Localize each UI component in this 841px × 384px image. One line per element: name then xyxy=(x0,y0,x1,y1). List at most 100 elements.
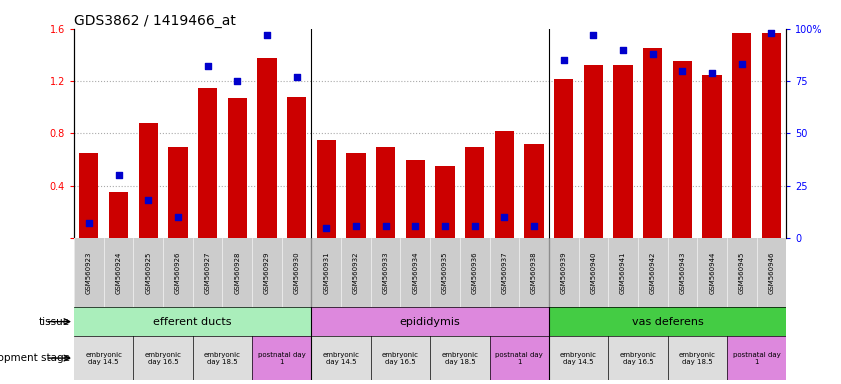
Bar xyxy=(460,238,489,307)
Point xyxy=(172,214,185,220)
Bar xyxy=(727,238,757,307)
Bar xyxy=(608,336,668,380)
Text: GSM560934: GSM560934 xyxy=(412,252,418,294)
Text: vas deferens: vas deferens xyxy=(632,316,703,327)
Bar xyxy=(134,336,193,380)
Text: GSM560940: GSM560940 xyxy=(590,252,596,294)
Text: GSM560935: GSM560935 xyxy=(442,252,448,294)
Text: postnatal day
1: postnatal day 1 xyxy=(258,352,305,364)
Bar xyxy=(74,307,311,336)
Text: GSM560932: GSM560932 xyxy=(353,252,359,294)
Point xyxy=(349,222,362,228)
Bar xyxy=(762,33,781,238)
Bar xyxy=(198,88,217,238)
Point xyxy=(438,222,452,228)
Bar xyxy=(702,74,722,238)
Text: GSM560936: GSM560936 xyxy=(472,251,478,294)
Bar xyxy=(287,97,306,238)
Point xyxy=(409,222,422,228)
Bar xyxy=(525,144,543,238)
Bar xyxy=(436,166,455,238)
Text: GSM560938: GSM560938 xyxy=(531,251,537,294)
Bar xyxy=(228,98,247,238)
Bar xyxy=(668,238,697,307)
Bar xyxy=(222,238,252,307)
Bar xyxy=(317,140,336,238)
Text: postnatal day
1: postnatal day 1 xyxy=(495,352,543,364)
Bar xyxy=(134,238,163,307)
Bar xyxy=(341,238,371,307)
Bar xyxy=(400,238,430,307)
Bar xyxy=(371,336,430,380)
Bar xyxy=(103,238,134,307)
Bar xyxy=(139,123,158,238)
Bar xyxy=(638,238,668,307)
Bar xyxy=(371,238,400,307)
Point xyxy=(498,214,511,220)
Point xyxy=(646,51,659,57)
Text: GSM560923: GSM560923 xyxy=(86,252,92,294)
Point xyxy=(320,225,333,231)
Bar xyxy=(108,192,128,238)
Text: embryonic
day 14.5: embryonic day 14.5 xyxy=(560,352,597,364)
Text: embryonic
day 18.5: embryonic day 18.5 xyxy=(679,352,716,364)
Point xyxy=(764,30,778,36)
Text: GSM560931: GSM560931 xyxy=(323,251,330,294)
Text: tissue: tissue xyxy=(39,316,70,327)
Text: GSM560927: GSM560927 xyxy=(204,252,210,294)
Point xyxy=(735,61,748,68)
Text: GSM560924: GSM560924 xyxy=(115,252,122,294)
Bar xyxy=(252,238,282,307)
Text: GSM560946: GSM560946 xyxy=(769,252,775,294)
Bar xyxy=(584,65,603,238)
Point xyxy=(616,46,630,53)
Bar xyxy=(430,336,489,380)
Bar xyxy=(74,238,103,307)
Point xyxy=(201,63,214,70)
Bar xyxy=(311,238,341,307)
Text: embryonic
day 14.5: embryonic day 14.5 xyxy=(85,352,122,364)
Bar xyxy=(405,160,425,238)
Text: GSM560937: GSM560937 xyxy=(501,251,507,294)
Text: GSM560941: GSM560941 xyxy=(620,252,626,294)
Text: GSM560929: GSM560929 xyxy=(264,252,270,294)
Text: embryonic
day 16.5: embryonic day 16.5 xyxy=(382,352,419,364)
Bar xyxy=(163,238,193,307)
Text: GSM560930: GSM560930 xyxy=(294,251,299,294)
Bar xyxy=(643,48,663,238)
Bar xyxy=(673,61,692,238)
Point xyxy=(230,78,244,84)
Text: embryonic
day 18.5: embryonic day 18.5 xyxy=(442,352,479,364)
Bar xyxy=(549,336,608,380)
Text: GSM560925: GSM560925 xyxy=(145,252,151,294)
Text: GSM560942: GSM560942 xyxy=(650,252,656,294)
Point xyxy=(112,172,125,178)
Bar xyxy=(376,147,395,238)
Text: GSM560928: GSM560928 xyxy=(235,252,241,294)
Text: GDS3862 / 1419466_at: GDS3862 / 1419466_at xyxy=(74,14,235,28)
Text: embryonic
day 16.5: embryonic day 16.5 xyxy=(620,352,657,364)
Point xyxy=(527,222,541,228)
Bar xyxy=(489,336,549,380)
Bar xyxy=(579,238,608,307)
Bar xyxy=(193,238,222,307)
Bar xyxy=(79,153,98,238)
Bar xyxy=(549,238,579,307)
Bar xyxy=(282,238,311,307)
Bar xyxy=(311,307,549,336)
Text: efferent ducts: efferent ducts xyxy=(153,316,232,327)
Bar xyxy=(430,238,460,307)
Point xyxy=(557,57,570,63)
Text: embryonic
day 18.5: embryonic day 18.5 xyxy=(204,352,241,364)
Text: GSM560926: GSM560926 xyxy=(175,252,181,294)
Text: embryonic
day 14.5: embryonic day 14.5 xyxy=(323,352,360,364)
Bar xyxy=(554,78,574,238)
Point xyxy=(141,197,155,204)
Bar xyxy=(613,65,632,238)
Bar xyxy=(697,238,727,307)
Bar xyxy=(465,147,484,238)
Bar xyxy=(257,58,277,238)
Point xyxy=(260,32,273,38)
Bar xyxy=(733,33,752,238)
Text: GSM560933: GSM560933 xyxy=(383,251,389,294)
